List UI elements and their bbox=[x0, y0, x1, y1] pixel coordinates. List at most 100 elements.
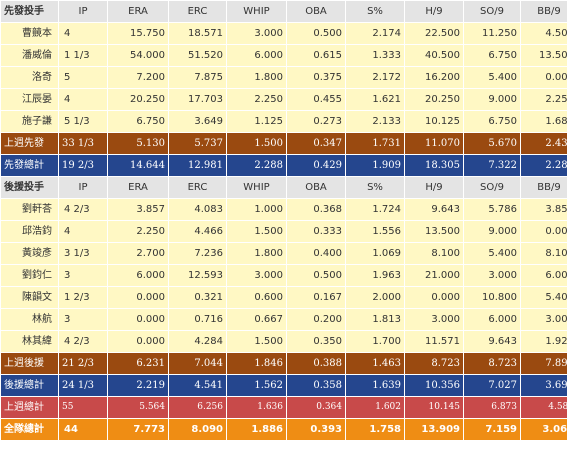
stat-cell-S%: 1.556 bbox=[346, 221, 404, 242]
stat-cell-BB/9: 3.857 bbox=[521, 199, 567, 220]
stat-cell-ERC: 8.090 bbox=[169, 419, 226, 440]
column-header-3: WHIP bbox=[227, 177, 286, 198]
stat-cell-ERC: 4.466 bbox=[169, 221, 226, 242]
stat-cell-SO/9: 11.250 bbox=[464, 23, 520, 44]
stat-cell-S%: 1.813 bbox=[346, 309, 404, 330]
player-name: 曹竸本 bbox=[1, 23, 58, 44]
stat-cell-BB/9: 2.250 bbox=[521, 89, 567, 110]
column-header-6: H/9 bbox=[405, 177, 463, 198]
stat-cell-WHIP: 1.500 bbox=[227, 331, 286, 352]
stat-cell-H/9: 8.723 bbox=[405, 353, 463, 374]
stat-cell-WHIP: 1.636 bbox=[227, 397, 286, 418]
stat-cell-ERA: 54.000 bbox=[108, 45, 168, 66]
stat-cell-ERC: 6.256 bbox=[169, 397, 226, 418]
player-name: 林航 bbox=[1, 309, 58, 330]
player-name: 上週先發 bbox=[1, 133, 58, 154]
stat-cell-S%: 1.639 bbox=[346, 375, 404, 396]
stat-cell-WHIP: 0.667 bbox=[227, 309, 286, 330]
stat-cell-BB/9: 7.892 bbox=[521, 353, 567, 374]
stat-cell-IP: 3 bbox=[59, 309, 107, 330]
player-name: 劉鈞仁 bbox=[1, 265, 58, 286]
stat-cell-IP: 4 2/3 bbox=[59, 199, 107, 220]
column-header-5: S% bbox=[346, 177, 404, 198]
stat-cell-ERC: 4.083 bbox=[169, 199, 226, 220]
starter-row: 曹竸本 4 15.750 18.571 3.000 0.500 2.174 22.500 11.… bbox=[1, 23, 567, 44]
stat-cell-SO/9: 10.800 bbox=[464, 287, 520, 308]
stat-cell-H/9: 8.100 bbox=[405, 243, 463, 264]
stat-cell-S%: 1.621 bbox=[346, 89, 404, 110]
column-header-8: BB/9 bbox=[521, 177, 567, 198]
column-header-7: SO/9 bbox=[464, 1, 520, 22]
stat-cell-ERA: 3.857 bbox=[108, 199, 168, 220]
stat-cell-ERA: 7.200 bbox=[108, 67, 168, 88]
stat-cell-OBA: 0.615 bbox=[287, 45, 345, 66]
player-name: 劉軒荅 bbox=[1, 199, 58, 220]
stat-cell-S%: 1.909 bbox=[346, 155, 404, 176]
reliever-row: 林航 3 0.000 0.716 0.667 0.200 1.813 3.000 6.000 3.… bbox=[1, 309, 567, 330]
stat-cell-WHIP: 2.250 bbox=[227, 89, 286, 110]
stat-cell-ERC: 7.044 bbox=[169, 353, 226, 374]
column-header-4: OBA bbox=[287, 177, 345, 198]
stat-cell-OBA: 0.455 bbox=[287, 89, 345, 110]
stat-cell-WHIP: 6.000 bbox=[227, 45, 286, 66]
stat-cell-OBA: 0.429 bbox=[287, 155, 345, 176]
stat-cell-S%: 1.602 bbox=[346, 397, 404, 418]
stat-cell-BB/9: 3.699 bbox=[521, 375, 567, 396]
player-name: 上週後援 bbox=[1, 353, 58, 374]
stat-cell-OBA: 0.500 bbox=[287, 23, 345, 44]
stat-cell-ERC: 7.875 bbox=[169, 67, 226, 88]
column-header-2: ERC bbox=[169, 1, 226, 22]
stat-cell-WHIP: 1.500 bbox=[227, 133, 286, 154]
stat-cell-IP: 4 bbox=[59, 221, 107, 242]
stat-cell-ERC: 3.649 bbox=[169, 111, 226, 132]
stat-cell-SO/9: 8.723 bbox=[464, 353, 520, 374]
starters-total-row: 先發總計 19 2/3 14.644 12.981 2.288 0.429 1.909 18.… bbox=[1, 155, 567, 176]
stat-cell-ERA: 14.644 bbox=[108, 155, 168, 176]
reliever-row: 林其緯 4 2/3 0.000 4.284 1.500 0.350 1.700 11.571 9… bbox=[1, 331, 567, 352]
stat-cell-BB/9: 1.929 bbox=[521, 331, 567, 352]
stat-cell-H/9: 11.070 bbox=[405, 133, 463, 154]
stat-cell-OBA: 0.500 bbox=[287, 265, 345, 286]
stat-cell-H/9: 16.200 bbox=[405, 67, 463, 88]
column-header-1: ERA bbox=[108, 177, 168, 198]
stat-cell-H/9: 21.000 bbox=[405, 265, 463, 286]
stat-cell-H/9: 20.250 bbox=[405, 89, 463, 110]
stat-cell-IP: 44 bbox=[59, 419, 107, 440]
stat-cell-WHIP: 0.600 bbox=[227, 287, 286, 308]
stat-cell-S%: 1.963 bbox=[346, 265, 404, 286]
stat-cell-IP: 5 1/3 bbox=[59, 111, 107, 132]
stat-cell-ERA: 15.750 bbox=[108, 23, 168, 44]
stat-cell-SO/9: 6.000 bbox=[464, 309, 520, 330]
player-name: 黃竣彥 bbox=[1, 243, 58, 264]
stat-cell-SO/9: 7.159 bbox=[464, 419, 520, 440]
stat-cell-IP: 24 1/3 bbox=[59, 375, 107, 396]
stat-cell-OBA: 0.368 bbox=[287, 199, 345, 220]
stat-cell-IP: 1 2/3 bbox=[59, 287, 107, 308]
column-header-5: S% bbox=[346, 1, 404, 22]
relievers-total-row: 後援總計 24 1/3 2.219 4.541 1.562 0.358 1.639 10.35… bbox=[1, 375, 567, 396]
reliever-row: 陳韻文 1 2/3 0.000 0.321 0.600 0.167 2.000 0.000 10… bbox=[1, 287, 567, 308]
column-header-7: SO/9 bbox=[464, 177, 520, 198]
stat-cell-OBA: 0.393 bbox=[287, 419, 345, 440]
column-header-0: IP bbox=[59, 1, 107, 22]
stat-cell-S%: 2.000 bbox=[346, 287, 404, 308]
stat-cell-ERA: 6.231 bbox=[108, 353, 168, 374]
stat-cell-OBA: 0.400 bbox=[287, 243, 345, 264]
stat-cell-OBA: 0.375 bbox=[287, 67, 345, 88]
relievers-section-label: 後援投手 bbox=[1, 177, 58, 198]
stat-cell-SO/9: 5.670 bbox=[464, 133, 520, 154]
stat-cell-S%: 1.731 bbox=[346, 133, 404, 154]
starter-row: 潘威倫 1 1/3 54.000 51.520 6.000 0.615 1.333 40.50… bbox=[1, 45, 567, 66]
stat-cell-WHIP: 1.000 bbox=[227, 199, 286, 220]
stat-cell-ERC: 4.284 bbox=[169, 331, 226, 352]
stat-cell-WHIP: 1.886 bbox=[227, 419, 286, 440]
relievers-header-row: 後援投手 IP ERA ERC WHIP OBA S% H/9 SO/9 BB/9 bbox=[1, 177, 567, 198]
stat-cell-OBA: 0.364 bbox=[287, 397, 345, 418]
team-total-row: 全隊總計 44 7.773 8.090 1.886 0.393 1.758 13.909 7.1… bbox=[1, 419, 567, 440]
stat-cell-IP: 4 bbox=[59, 89, 107, 110]
stat-cell-OBA: 0.350 bbox=[287, 331, 345, 352]
stat-cell-OBA: 0.200 bbox=[287, 309, 345, 330]
reliever-row: 劉軒荅 4 2/3 3.857 4.083 1.000 0.368 1.724 9.643 5.… bbox=[1, 199, 567, 220]
stat-cell-WHIP: 3.000 bbox=[227, 265, 286, 286]
stat-cell-BB/9: 6.000 bbox=[521, 265, 567, 286]
